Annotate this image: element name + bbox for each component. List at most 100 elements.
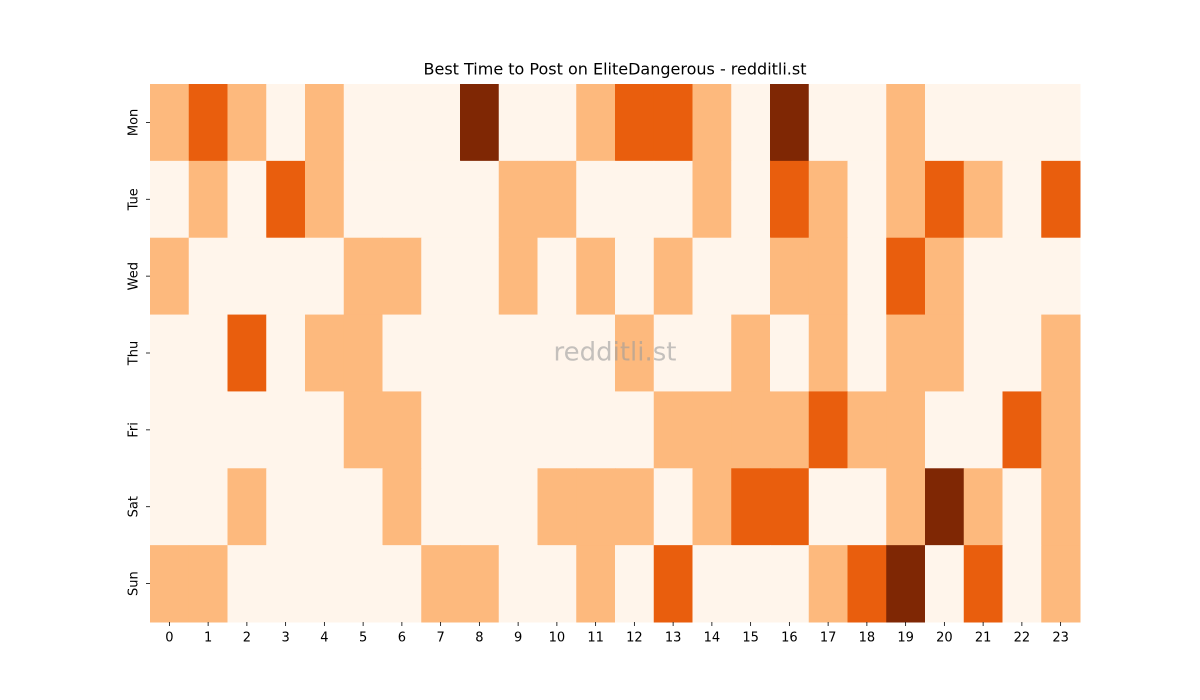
- heat-cell: [421, 84, 461, 162]
- heat-cell: [808, 314, 848, 392]
- heat-cell: [266, 545, 306, 623]
- heat-cell: [615, 468, 655, 546]
- heat-cell: [692, 160, 732, 239]
- heat-cell: [963, 84, 1003, 162]
- heat-cell: [925, 314, 965, 392]
- heat-cell: [925, 84, 965, 162]
- x-tick-label: 18: [859, 631, 876, 646]
- heat-cell: [576, 391, 616, 469]
- heat-cell: [498, 84, 538, 162]
- heat-cell: [150, 160, 190, 239]
- heat-cell: [382, 84, 422, 162]
- x-tick-label: 15: [742, 631, 759, 646]
- heat-cell: [498, 468, 538, 546]
- x-tick-label: 23: [1052, 631, 1069, 646]
- heat-cell: [266, 468, 306, 546]
- heat-cell: [925, 160, 965, 239]
- heat-cell: [653, 468, 693, 546]
- heat-cell: [498, 314, 538, 392]
- heat-cell: [886, 468, 926, 546]
- heat-cell: [498, 160, 538, 239]
- heat-cell: [498, 391, 538, 469]
- heat-cell: [808, 84, 848, 162]
- heat-cell: [227, 314, 267, 392]
- heat-cell: [460, 84, 500, 162]
- heat-cell: [770, 160, 810, 239]
- heat-cell: [1002, 160, 1042, 239]
- x-tick-label: 22: [1014, 631, 1031, 646]
- y-tick-label: Mon: [127, 109, 142, 136]
- heat-cell: [188, 545, 228, 623]
- heat-cell: [653, 160, 693, 239]
- x-tick-label: 5: [359, 631, 367, 646]
- x-tick-label: 12: [626, 631, 643, 646]
- heat-cell: [537, 468, 577, 546]
- heat-cell: [847, 545, 887, 623]
- x-tick-label: 10: [549, 631, 566, 646]
- heat-cell: [925, 391, 965, 469]
- heat-cell: [576, 545, 616, 623]
- heat-cell: [886, 237, 926, 316]
- heat-cell: [305, 237, 345, 316]
- x-tick-label: 2: [243, 631, 251, 646]
- heat-cell: [537, 314, 577, 392]
- heat-cell: [886, 84, 926, 162]
- heat-cell: [576, 468, 616, 546]
- x-tick-label: 16: [781, 631, 798, 646]
- heat-cell: [925, 545, 965, 623]
- heat-cell: [266, 237, 306, 316]
- heat-cell: [460, 160, 500, 239]
- y-tick-label: Thu: [127, 341, 142, 366]
- heat-cell: [188, 391, 228, 469]
- heat-cell: [653, 84, 693, 162]
- x-tick-label: 9: [514, 631, 522, 646]
- heat-cell: [963, 545, 1003, 623]
- heat-cell: [1002, 468, 1042, 546]
- heat-cell: [770, 314, 810, 392]
- heat-cell: [576, 314, 616, 392]
- heat-cell: [305, 545, 345, 623]
- heat-cell: [150, 391, 190, 469]
- x-tick-label: 13: [665, 631, 682, 646]
- x-tick-label: 14: [704, 631, 721, 646]
- heat-cell: [537, 237, 577, 316]
- heat-cell: [1041, 237, 1081, 316]
- heat-cell: [731, 314, 771, 392]
- heat-cell: [1041, 468, 1081, 546]
- heat-cell: [808, 468, 848, 546]
- heat-cell: [770, 237, 810, 316]
- heat-cell: [963, 160, 1003, 239]
- heat-cell: [925, 237, 965, 316]
- heat-cell: [692, 314, 732, 392]
- heat-cell: [1041, 314, 1081, 392]
- heat-cell: [305, 391, 345, 469]
- y-tick-label: Sat: [127, 496, 142, 517]
- heat-cell: [576, 237, 616, 316]
- heat-cell: [963, 314, 1003, 392]
- heat-cell: [227, 391, 267, 469]
- x-tick-label: 4: [320, 631, 328, 646]
- heat-cell: [150, 545, 190, 623]
- heat-cell: [847, 237, 887, 316]
- heat-cell: [343, 468, 383, 546]
- heat-cell: [847, 84, 887, 162]
- heat-cell: [150, 84, 190, 162]
- heat-cell: [460, 391, 500, 469]
- heat-cell: [653, 391, 693, 469]
- heat-cell: [692, 391, 732, 469]
- heat-cell: [808, 391, 848, 469]
- heat-cell: [615, 84, 655, 162]
- heat-cell: [305, 160, 345, 239]
- x-tick-label: 0: [165, 631, 173, 646]
- heat-cell: [1002, 314, 1042, 392]
- heat-cell: [460, 314, 500, 392]
- heat-cell: [653, 545, 693, 623]
- heat-cell: [886, 545, 926, 623]
- heat-cell: [188, 314, 228, 392]
- heat-cell: [731, 84, 771, 162]
- heat-cell: [343, 314, 383, 392]
- x-tick-label: 20: [936, 631, 953, 646]
- heat-cell: [847, 468, 887, 546]
